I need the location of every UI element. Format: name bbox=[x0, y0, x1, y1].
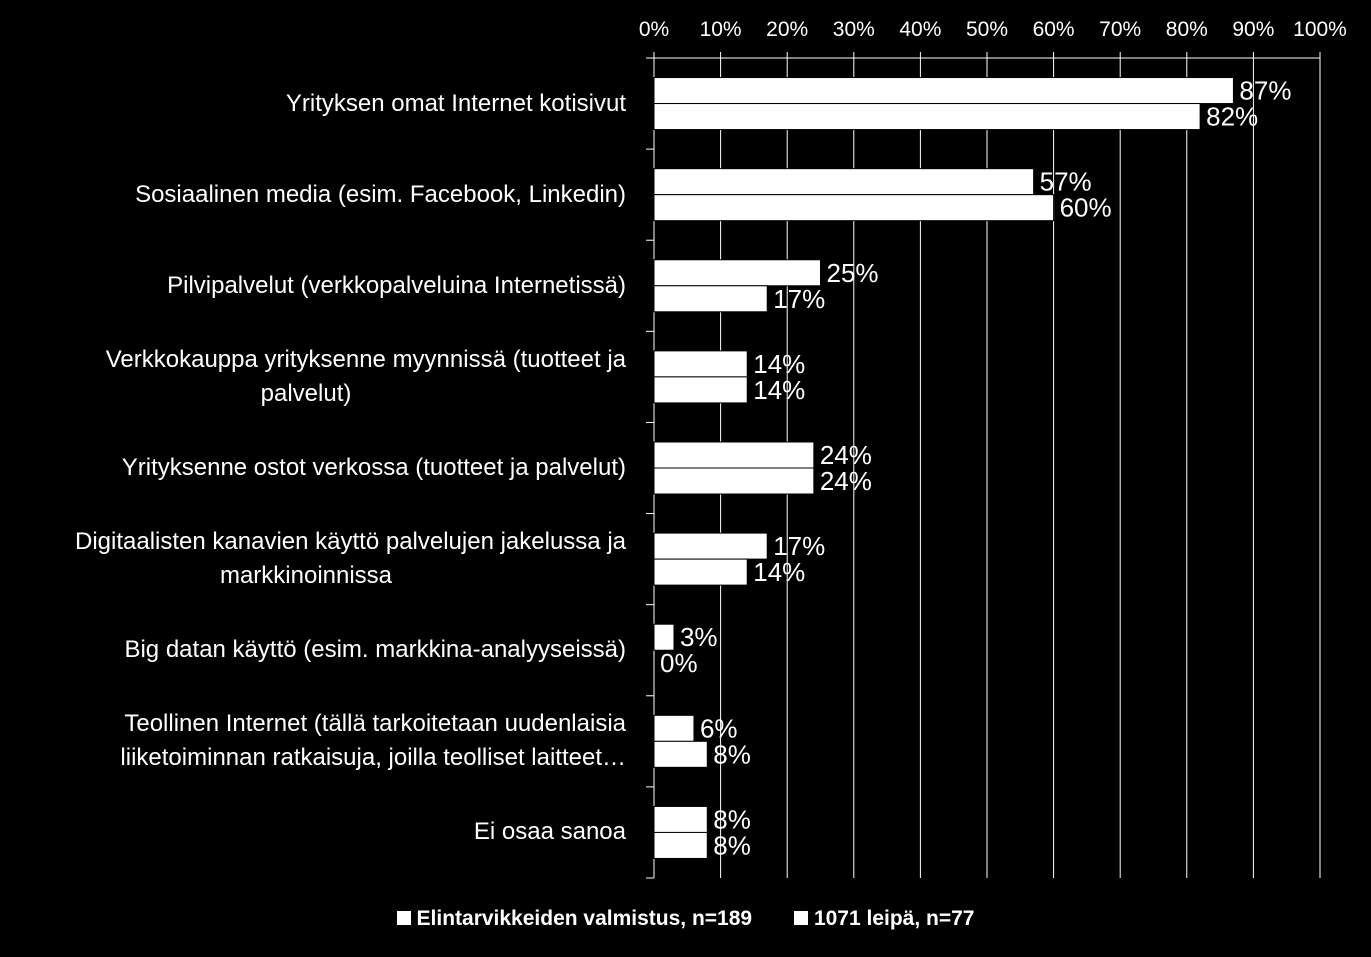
category-label-line: Verkkokauppa yrityksenne myynnissä (tuot… bbox=[105, 345, 626, 373]
category-label-line: Digitaalisten kanavien käyttö palvelujen… bbox=[75, 528, 626, 556]
x-tick-label: 10% bbox=[700, 18, 742, 41]
x-tick-label: 50% bbox=[966, 18, 1008, 41]
category-label-line: Teollinen Internet (tällä tarkoitetaan u… bbox=[124, 710, 626, 738]
data-label-series-1: 6% bbox=[700, 713, 738, 743]
x-tick-label: 80% bbox=[1166, 18, 1208, 41]
legend-item-series-2: 1071 leipä, n=77 bbox=[793, 907, 975, 931]
category-label-line: Yrityksen omat Internet kotisivut bbox=[285, 89, 626, 117]
bar-series-1 bbox=[653, 805, 708, 833]
bar-series-1 bbox=[653, 168, 1035, 196]
data-label-series-2: 60% bbox=[1060, 193, 1112, 223]
category-label: Digitaalisten kanavien käyttö palvelujen… bbox=[0, 525, 626, 593]
category-label-line: Yrityksenne ostot verkossa (tuotteet ja … bbox=[121, 454, 626, 481]
category-label: Sosiaalinen media (esim. Facebook, Linke… bbox=[0, 178, 626, 212]
category-label-line: Pilvipalvelut (verkkopalveluina Internet… bbox=[167, 271, 626, 299]
bar-series-2 bbox=[653, 285, 768, 313]
bar-series-2 bbox=[653, 194, 1055, 222]
data-label-series-2: 14% bbox=[753, 375, 805, 405]
x-tick-label: 30% bbox=[833, 18, 875, 41]
legend: Elintarvikkeiden valmistus, n=189 1071 l… bbox=[0, 907, 1371, 931]
legend-label-series-2: 1071 leipä, n=77 bbox=[813, 907, 975, 930]
data-label-series-2: 17% bbox=[773, 284, 825, 314]
data-label-series-1: 24% bbox=[820, 440, 872, 470]
bar-series-2 bbox=[653, 467, 815, 495]
x-tick-label: 0% bbox=[639, 18, 669, 41]
legend-swatch-series-1 bbox=[396, 911, 411, 925]
x-tick-label: 60% bbox=[1033, 18, 1075, 41]
category-label-line: markkinoinnissa bbox=[219, 562, 393, 590]
category-label-line: palvelut) bbox=[260, 379, 352, 407]
bar-series-1 bbox=[653, 532, 768, 560]
legend-label-series-1: Elintarvikkeiden valmistus, n=189 bbox=[416, 907, 753, 930]
category-label: Pilvipalvelut (verkkopalveluina Internet… bbox=[0, 269, 626, 303]
data-label-series-2: 24% bbox=[820, 466, 872, 496]
x-tick-label: 100% bbox=[1293, 18, 1347, 41]
bar-series-1 bbox=[653, 350, 748, 378]
data-label-series-1: 3% bbox=[680, 622, 718, 652]
data-label-series-1: 57% bbox=[1040, 167, 1092, 197]
x-tick-label: 70% bbox=[1099, 18, 1141, 41]
data-label-series-2: 0% bbox=[660, 648, 698, 678]
x-tick-label: 40% bbox=[899, 18, 941, 41]
bar-series-2 bbox=[653, 376, 748, 404]
data-label-series-1: 17% bbox=[773, 531, 825, 561]
category-label-line: Ei osaa sanoa bbox=[473, 818, 626, 846]
data-label-series-1: 14% bbox=[753, 349, 805, 379]
x-tick-label: 90% bbox=[1232, 18, 1274, 41]
bar-series-2 bbox=[653, 558, 748, 586]
category-label: Yrityksenne ostot verkossa (tuotteet ja … bbox=[0, 451, 626, 485]
data-label-series-2: 8% bbox=[713, 830, 751, 860]
bar-series-1 bbox=[653, 259, 821, 287]
category-label-line: Sosiaalinen media (esim. Facebook, Linke… bbox=[135, 180, 626, 208]
category-label: Verkkokauppa yrityksenne myynnissä (tuot… bbox=[0, 343, 626, 411]
bar-series-1 bbox=[653, 77, 1234, 105]
bar-series-1 bbox=[653, 441, 815, 469]
bar-series-2 bbox=[653, 103, 1201, 131]
bar-series-1 bbox=[653, 623, 675, 651]
category-label: Big datan käyttö (esim. markkina-analyys… bbox=[0, 633, 626, 667]
data-label-series-1: 25% bbox=[827, 258, 879, 288]
category-label-line: liiketoiminnan ratkaisuja, joilla teolli… bbox=[120, 744, 626, 772]
legend-item-series-1: Elintarvikkeiden valmistus, n=189 bbox=[396, 907, 753, 931]
data-label-series-2: 82% bbox=[1206, 102, 1258, 132]
data-label-series-2: 14% bbox=[753, 557, 805, 587]
bar-series-2 bbox=[653, 831, 708, 859]
x-tick-label: 20% bbox=[766, 18, 808, 41]
data-label-series-1: 87% bbox=[1239, 76, 1291, 106]
bar-series-1 bbox=[653, 714, 695, 742]
category-label-line: Big datan käyttö (esim. markkina-analyys… bbox=[124, 636, 626, 664]
data-label-series-2: 8% bbox=[713, 739, 751, 769]
bar-series-2 bbox=[653, 740, 708, 768]
category-label: Yrityksen omat Internet kotisivut bbox=[0, 87, 626, 121]
category-label: Ei osaa sanoa bbox=[0, 815, 626, 849]
legend-swatch-series-2 bbox=[793, 911, 808, 925]
data-label-series-1: 8% bbox=[713, 804, 751, 834]
category-label: Teollinen Internet (tällä tarkoitetaan u… bbox=[0, 707, 626, 775]
